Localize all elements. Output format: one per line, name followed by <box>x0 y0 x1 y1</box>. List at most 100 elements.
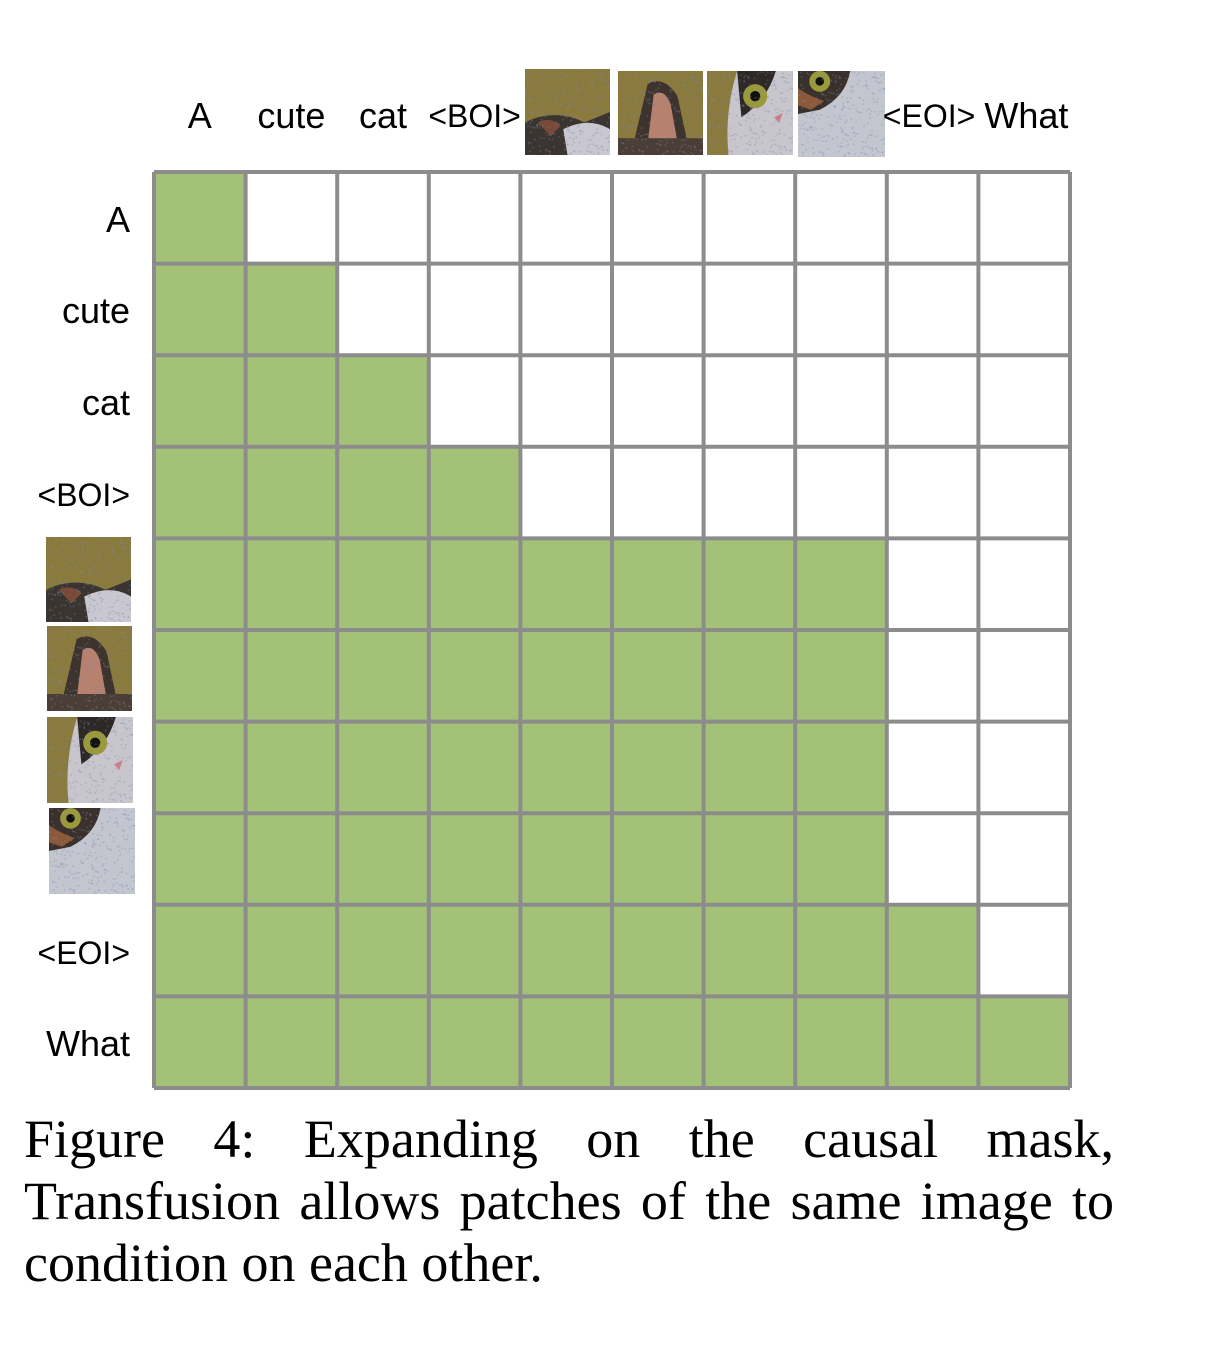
row-label: cute <box>61 290 130 332</box>
mask-cell-blocked <box>703 355 796 447</box>
mask-cell-attend <box>795 538 887 630</box>
mask-cell-blocked <box>337 172 429 264</box>
mask-cell-blocked <box>886 263 979 356</box>
row-cat-patch-3-thumbnail <box>47 717 133 803</box>
mask-cell-attend <box>245 721 338 814</box>
mask-cell-attend <box>154 996 246 1088</box>
mask-cell-attend <box>245 904 338 997</box>
mask-cell-blocked <box>520 446 612 539</box>
column-cat-patch-1-thumbnail <box>525 69 610 155</box>
figure-caption: Figure 4: Expanding on the causal mask, … <box>24 1109 1114 1293</box>
mask-cell-blocked <box>612 263 704 356</box>
mask-cell-attend <box>154 904 246 997</box>
mask-cell-attend <box>154 446 246 539</box>
mask-cell-blocked <box>795 355 887 447</box>
mask-cell-attend <box>612 996 704 1088</box>
mask-cell-attend <box>428 813 521 905</box>
mask-cell-blocked <box>520 172 612 264</box>
mask-cell-blocked <box>978 538 1070 630</box>
column-label: <EOI> <box>882 98 976 134</box>
row-cat-patch-4-thumbnail <box>49 808 135 894</box>
mask-cell-attend <box>795 630 887 722</box>
row-label: A <box>105 198 130 240</box>
mask-cell-blocked <box>245 172 338 264</box>
mask-cell-blocked <box>428 355 521 447</box>
mask-cell-attend <box>154 630 246 722</box>
mask-cell-blocked <box>520 263 612 356</box>
mask-cell-attend <box>886 904 979 997</box>
mask-cell-attend <box>337 538 429 630</box>
mask-cell-attend <box>703 904 796 997</box>
column-label: <BOI> <box>428 98 521 134</box>
mask-cell-blocked <box>428 172 521 264</box>
mask-cell-attend <box>795 904 887 997</box>
mask-cell-attend <box>337 996 429 1088</box>
mask-cell-attend <box>337 813 429 905</box>
mask-cell-attend <box>337 446 429 539</box>
row-cat-patch-2-thumbnail <box>47 626 132 711</box>
mask-cell-attend <box>612 630 704 722</box>
mask-cell-blocked <box>612 355 704 447</box>
mask-cell-attend <box>886 996 979 1088</box>
mask-cell-attend <box>703 538 796 630</box>
mask-cell-attend <box>612 813 704 905</box>
column-label: cat <box>358 95 408 136</box>
mask-cell-blocked <box>795 172 887 264</box>
mask-cell-blocked <box>978 721 1070 814</box>
row-label: What <box>45 1023 130 1065</box>
mask-cell-blocked <box>978 904 1070 997</box>
mask-cell-attend <box>245 813 338 905</box>
mask-cell-blocked <box>703 172 796 264</box>
mask-cell-attend <box>154 721 246 814</box>
mask-cell-blocked <box>978 263 1070 356</box>
mask-cell-attend <box>154 355 246 447</box>
mask-cell-attend <box>428 446 521 539</box>
mask-cell-attend <box>245 538 338 630</box>
mask-cell-blocked <box>978 630 1070 722</box>
mask-cell-attend <box>978 996 1070 1088</box>
column-label: cute <box>257 95 326 136</box>
mask-cell-attend <box>154 263 246 356</box>
mask-cell-attend <box>245 996 338 1088</box>
mask-cell-blocked <box>703 446 796 539</box>
mask-cell-attend <box>703 996 796 1088</box>
row-label: cat <box>81 382 130 423</box>
mask-cell-attend <box>795 721 887 814</box>
mask-cell-attend <box>337 630 429 722</box>
mask-cell-blocked <box>886 813 979 905</box>
mask-cell-attend <box>154 172 246 264</box>
mask-cell-attend <box>428 538 521 630</box>
column-cat-patch-2-thumbnail <box>618 71 703 155</box>
mask-cell-attend <box>520 996 612 1088</box>
mask-cell-blocked <box>703 263 796 356</box>
mask-cell-blocked <box>612 446 704 539</box>
mask-cell-attend <box>154 538 246 630</box>
mask-cell-attend <box>612 538 704 630</box>
mask-cell-attend <box>703 813 796 905</box>
mask-cell-attend <box>337 355 429 447</box>
mask-cell-attend <box>337 904 429 997</box>
mask-cell-attend <box>245 630 338 722</box>
mask-cell-blocked <box>337 263 429 356</box>
mask-cell-attend <box>520 721 612 814</box>
mask-cell-attend <box>520 630 612 722</box>
mask-cell-attend <box>245 355 338 447</box>
mask-cell-attend <box>703 721 796 814</box>
mask-cell-blocked <box>520 355 612 447</box>
mask-cell-blocked <box>978 355 1070 447</box>
mask-cell-blocked <box>886 630 979 722</box>
mask-cell-blocked <box>612 172 704 264</box>
mask-cell-blocked <box>795 446 887 539</box>
mask-cell-blocked <box>886 172 979 264</box>
mask-cell-blocked <box>978 813 1070 905</box>
mask-cell-attend <box>612 904 704 997</box>
mask-cell-blocked <box>978 172 1070 264</box>
mask-cell-attend <box>428 630 521 722</box>
mask-cell-blocked <box>886 538 979 630</box>
mask-cell-attend <box>428 721 521 814</box>
mask-cell-attend <box>703 630 796 722</box>
mask-cell-blocked <box>978 446 1070 539</box>
mask-cell-blocked <box>886 355 979 447</box>
mask-cell-attend <box>245 263 338 356</box>
